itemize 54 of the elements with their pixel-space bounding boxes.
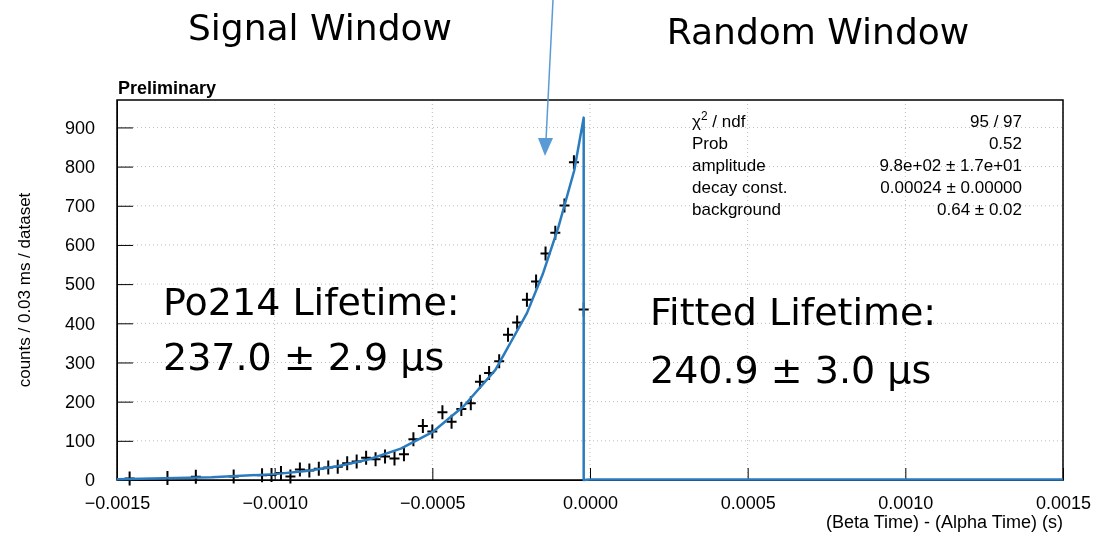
annotation: amplitude [692,156,766,175]
point [416,417,429,434]
y-tick-label: 100 [64,431,95,452]
point [388,450,401,467]
annotation: 9.8e+02 ± 1.7e+01 [879,156,1022,175]
y-tick-label: 200 [64,391,95,412]
y-tick-label: 900 [64,117,95,138]
point [379,448,392,465]
annotation: 237.0 ± 2.9 μs [163,335,445,379]
annotation: 0.52 [988,134,1022,153]
text: Signal Window [188,7,452,48]
y-tick-label: 300 [64,352,95,373]
x-axis-title: (Beta Time) - (Alpha Time) (s) [825,512,1063,532]
annotation: decay const. [692,178,788,197]
annotation: 240.9 ± 3.0 μs [650,348,932,392]
point [426,423,439,440]
y-tick-label: 400 [64,313,95,334]
y-tick-label: 700 [64,196,95,217]
point [123,470,136,487]
text: Preliminary [118,78,217,98]
annotation: Prob [692,134,728,153]
annotation: 0.00024 ± 0.00000 [880,178,1022,197]
annotation: Po214 Lifetime: [163,280,460,324]
point [293,461,306,478]
x-tick-label: 0.0015 [1035,492,1092,513]
point [493,353,506,370]
y-tick-label: 600 [64,235,95,256]
annotation: Fitted Lifetime: [650,290,937,334]
x-tick-label: −0.0005 [400,492,466,513]
annotation: 95 / 97 [970,112,1022,131]
x-tick-label: 0.0000 [562,492,619,513]
point [502,326,515,343]
point [360,449,373,466]
point [284,468,297,485]
x-tick-label: 0.0010 [878,492,934,513]
point [520,291,533,308]
point [350,453,363,470]
x-tick-label: −0.0015 [84,492,151,513]
annotation: χ$^{2}$ / ndf [692,109,746,131]
point [407,431,420,448]
y-axis-title: counts / 0.03 ms / dataset [15,192,34,388]
point [369,451,382,468]
y-tick-label: 500 [64,274,95,295]
point [397,446,410,463]
annotation: 0.64 ± 0.02 [937,200,1022,219]
annotation: background [692,200,781,219]
point [558,197,571,214]
x-tick-label: 0.0005 [720,492,776,513]
text: Random Window [666,11,970,52]
y-tick-label: 0 [84,470,95,491]
y-tick-label: 800 [64,156,95,177]
point [455,401,468,418]
x-tick-label: −0.0010 [242,492,308,513]
point [436,404,449,421]
